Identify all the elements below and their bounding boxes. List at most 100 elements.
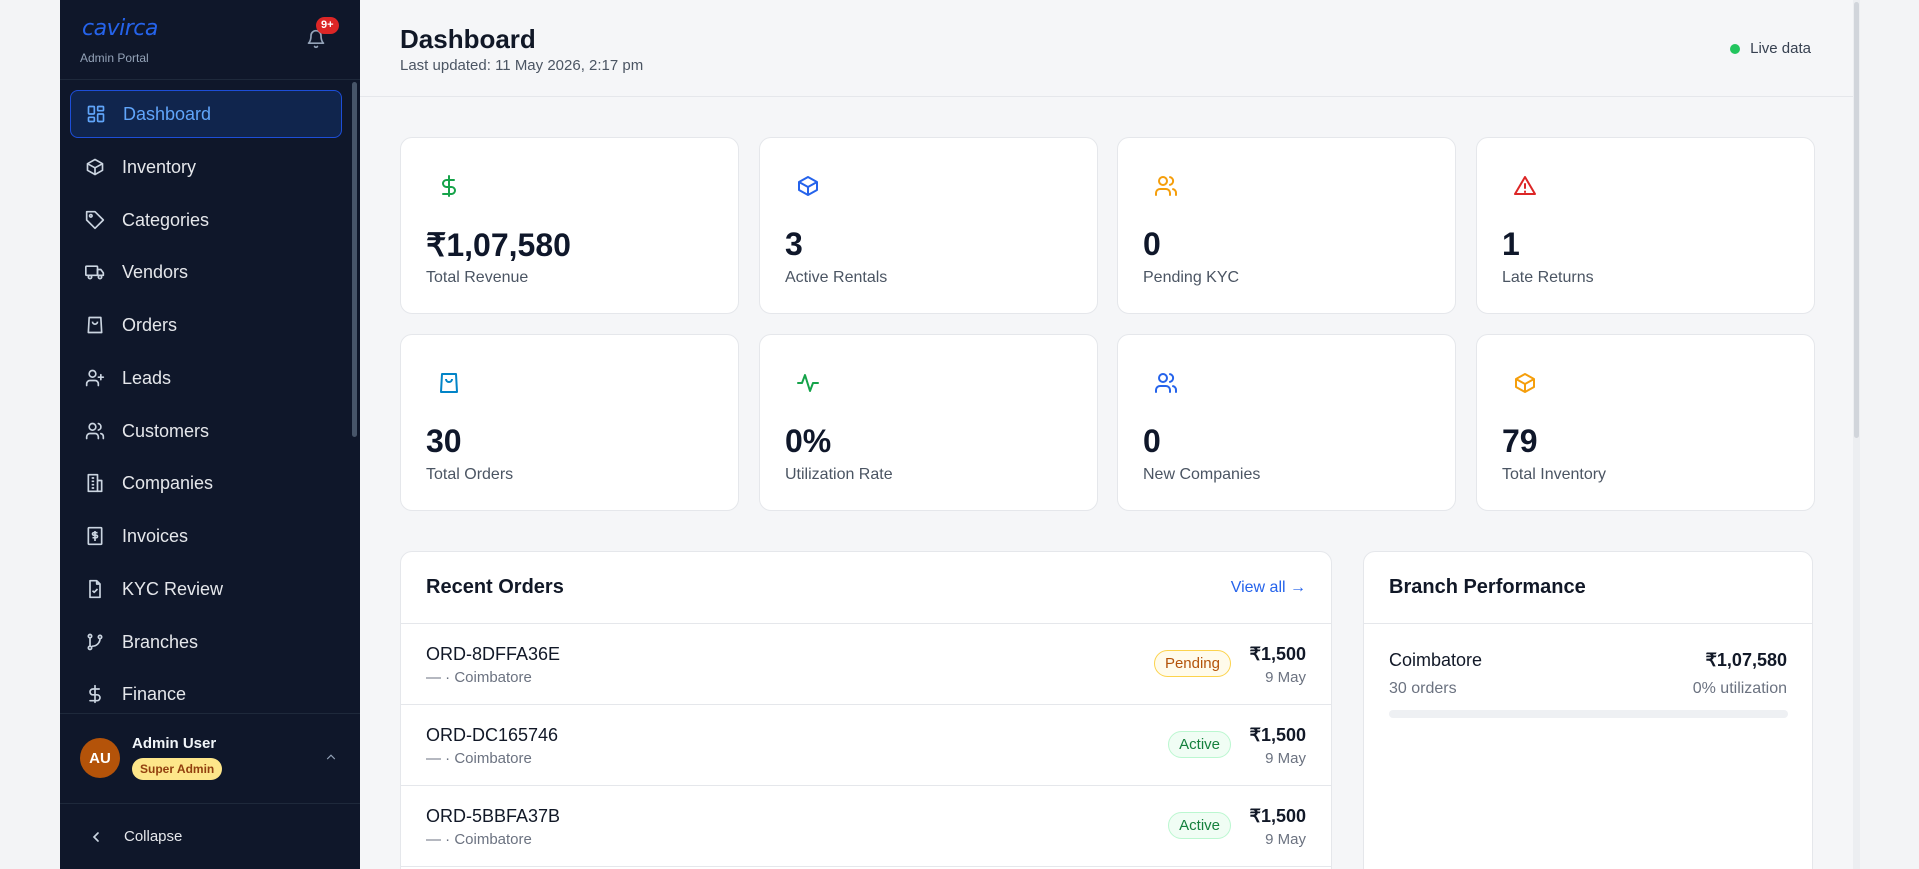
notification-badge: 9+ <box>316 17 339 34</box>
dollar-icon <box>442 175 456 197</box>
sidebar-item-leads[interactable]: Leads <box>70 354 342 402</box>
sidebar-item-label: Customers <box>122 420 210 441</box>
sidebar-item-orders[interactable]: Orders <box>70 301 342 349</box>
stat-card-pending-kyc: 0 Pending KYC <box>1117 137 1456 314</box>
stat-value: ₹1,07,580 <box>426 227 571 263</box>
stat-card-total-revenue: ₹1,07,580 Total Revenue <box>400 137 739 314</box>
receipt-icon <box>84 525 106 547</box>
recent-orders-header: Recent Orders View all → <box>401 552 1331 624</box>
tag-icon <box>84 209 106 231</box>
git-branch-icon <box>84 631 106 653</box>
order-amount: ₹1,500 <box>1249 644 1307 664</box>
stat-value: 1 <box>1502 226 1520 262</box>
table-row[interactable]: ORD-DC165746 — · Coimbatore Active ₹1,50… <box>401 705 1331 786</box>
stat-value: 30 <box>426 423 462 459</box>
order-date: 9 May <box>1265 750 1306 767</box>
stat-card-active-rentals: 3 Active Rentals <box>759 137 1098 314</box>
stat-value: 79 <box>1502 423 1538 459</box>
stat-value: 3 <box>785 226 803 262</box>
package-icon <box>798 176 818 196</box>
chevron-up-icon[interactable] <box>324 750 338 764</box>
order-amount: ₹1,500 <box>1249 806 1307 826</box>
activity-icon <box>797 374 819 392</box>
branch-performance-header: Branch Performance <box>1364 552 1812 624</box>
collapse-button[interactable]: Collapse <box>60 803 360 869</box>
avatar: AU <box>80 738 120 778</box>
stat-card-total-orders: 30 Total Orders <box>400 334 739 511</box>
stat-label: New Companies <box>1143 466 1261 483</box>
page-header: Dashboard Last updated: 11 May 2026, 2:1… <box>360 0 1853 97</box>
grid-icon <box>85 103 107 125</box>
sidebar-item-label: Orders <box>122 314 178 335</box>
order-date: 9 May <box>1265 669 1306 686</box>
table-row[interactable]: ORD-8DFFA36E — · Coimbatore Pending ₹1,5… <box>401 624 1331 705</box>
user-menu[interactable]: AU Admin User Super Admin <box>60 713 360 803</box>
sidebar-item-vendors[interactable]: Vendors <box>70 248 342 296</box>
shopping-bag-icon <box>84 314 106 336</box>
sidebar-item-customers[interactable]: Customers <box>70 407 342 455</box>
live-dot-icon <box>1730 43 1741 54</box>
order-id: ORD-8DFFA36E <box>426 644 561 664</box>
bell-icon[interactable] <box>306 28 326 50</box>
sidebar-item-dashboard[interactable]: Dashboard <box>70 90 342 138</box>
utilization-bar <box>1389 710 1788 718</box>
sidebar-item-inventory[interactable]: Inventory <box>70 143 342 191</box>
sidebar-item-label: Branches <box>122 631 199 652</box>
order-id: ORD-DC165746 <box>426 725 559 745</box>
sidebar: cavirca Admin Portal 9+ Dashboard Invent… <box>60 0 360 869</box>
order-location: — · Coimbatore <box>426 831 532 848</box>
branch-name: Coimbatore <box>1389 650 1483 670</box>
stat-label: Total Inventory <box>1502 466 1607 483</box>
building-icon <box>84 472 106 494</box>
recent-orders-title: Recent Orders <box>426 576 564 598</box>
sidebar-item-label: Dashboard <box>123 103 212 124</box>
portal-subtitle: Admin Portal <box>80 51 149 65</box>
stat-label: Utilization Rate <box>785 466 893 483</box>
stat-label: Total Orders <box>426 466 514 483</box>
shopping-bag-icon <box>440 373 458 393</box>
sidebar-item-categories[interactable]: Categories <box>70 196 342 244</box>
stat-value: 0% <box>785 423 832 459</box>
right-margin <box>1860 0 1919 869</box>
stat-value: 0 <box>1143 423 1161 459</box>
sidebar-item-label: Categories <box>122 209 210 230</box>
stat-card-total-inventory: 79 Total Inventory <box>1476 334 1815 511</box>
sidebar-item-label: Companies <box>122 472 214 493</box>
sidebar-scrollbar[interactable] <box>352 82 357 437</box>
sidebar-item-label: Inventory <box>122 156 197 177</box>
stat-label: Total Revenue <box>426 269 529 286</box>
sidebar-item-label: Vendors <box>122 261 189 282</box>
page-title: Dashboard <box>400 24 536 54</box>
order-id: ORD-5BBFA37B <box>426 806 561 826</box>
status-badge: Pending <box>1153 650 1231 677</box>
view-all-link[interactable]: View all → <box>1230 579 1306 596</box>
users-icon <box>1155 176 1178 196</box>
status-badge: Active <box>1168 812 1231 839</box>
sidebar-item-invoices[interactable]: Invoices <box>70 512 342 560</box>
recent-orders-panel: Recent Orders View all → ORD-8DFFA36E — … <box>400 551 1332 869</box>
sidebar-item-companies[interactable]: Companies <box>70 459 342 507</box>
sidebar-header: cavirca Admin Portal 9+ <box>60 0 360 80</box>
branch-performance-title: Branch Performance <box>1389 576 1586 598</box>
brand-logo[interactable]: cavirca <box>82 16 158 41</box>
users-icon <box>1155 373 1178 393</box>
dollar-icon <box>84 683 106 705</box>
main-scrollbar[interactable] <box>1853 0 1860 869</box>
sidebar-item-label: Leads <box>122 367 172 388</box>
live-label: Live data <box>1750 40 1811 57</box>
order-location: — · Coimbatore <box>426 750 532 767</box>
order-location: — · Coimbatore <box>426 669 532 686</box>
branch-utilization: 0% utilization <box>1692 680 1787 697</box>
stat-card-new-companies: 0 New Companies <box>1117 334 1456 511</box>
sidebar-item-label: Invoices <box>122 525 189 546</box>
sidebar-item-finance[interactable]: Finance <box>70 670 342 718</box>
sidebar-item-kyc-review[interactable]: KYC Review <box>70 565 342 613</box>
order-amount: ₹1,500 <box>1249 725 1307 745</box>
main-scrollbar-thumb[interactable] <box>1854 2 1859 438</box>
sidebar-item-branches[interactable]: Branches <box>70 618 342 666</box>
table-row[interactable]: ORD-5BBFA37B — · Coimbatore Active ₹1,50… <box>401 786 1331 867</box>
stat-label: Pending KYC <box>1143 269 1240 286</box>
stat-value: 0 <box>1143 226 1161 262</box>
live-indicator: Live data <box>1730 40 1811 57</box>
branch-amount: ₹1,07,580 <box>1705 650 1787 670</box>
